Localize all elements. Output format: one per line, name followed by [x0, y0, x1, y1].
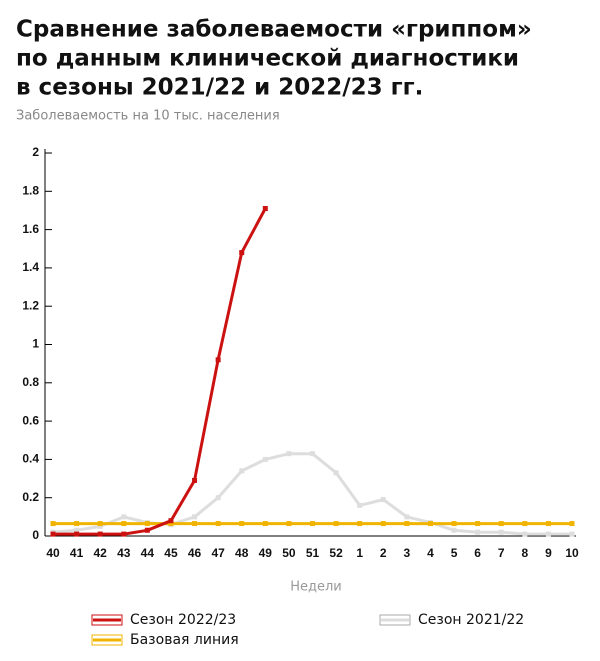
point-marker [215, 521, 221, 527]
point-marker [569, 521, 575, 527]
point-marker [333, 521, 339, 527]
x-tick-label: 48 [235, 546, 249, 560]
point-marker [121, 531, 127, 537]
point-marker [404, 521, 410, 527]
x-axis-label: Недели [290, 580, 342, 595]
x-tick-label: 10 [565, 546, 579, 560]
x-tick-label: 40 [46, 546, 60, 560]
chart-title: по данным клинической диагностики [16, 46, 519, 72]
point-marker [50, 521, 56, 527]
point-marker [121, 521, 127, 527]
x-tick-label: 5 [451, 546, 458, 560]
y-tick-label: 1 [32, 337, 39, 351]
point-marker [498, 521, 504, 527]
y-tick-label: 0.8 [22, 375, 39, 389]
point-marker [357, 502, 363, 508]
point-marker [427, 521, 433, 527]
point-marker [475, 529, 481, 535]
x-tick-label: 51 [306, 546, 320, 560]
x-tick-label: 8 [521, 546, 528, 560]
x-tick-label: 9 [545, 546, 552, 560]
y-tick-label: 1.6 [22, 222, 39, 236]
point-marker [522, 521, 528, 527]
point-marker [192, 514, 198, 520]
y-tick-label: 2 [32, 145, 39, 159]
x-tick-label: 45 [164, 546, 178, 560]
point-marker [97, 521, 103, 527]
x-tick-label: 1 [356, 546, 363, 560]
x-tick-label: 7 [498, 546, 505, 560]
chart-title: Сравнение заболеваемости «гриппом» [16, 17, 532, 43]
point-marker [168, 518, 174, 524]
legend-label: Сезон 2022/23 [130, 612, 236, 628]
point-marker [192, 521, 198, 527]
point-marker [215, 495, 221, 501]
point-marker [451, 527, 457, 533]
x-tick-label: 6 [474, 546, 481, 560]
x-tick-label: 52 [329, 546, 343, 560]
y-tick-label: 0 [32, 528, 39, 542]
point-marker [569, 531, 575, 537]
chart-title: в сезоны 2021/22 и 2022/23 гг. [16, 75, 423, 101]
y-tick-label: 0.6 [22, 413, 39, 427]
point-marker [286, 521, 292, 527]
x-tick-label: 3 [404, 546, 411, 560]
point-marker [144, 521, 150, 527]
point-marker [404, 514, 410, 520]
point-marker [333, 470, 339, 476]
point-marker [74, 527, 80, 533]
x-tick-label: 4 [427, 546, 434, 560]
point-marker [74, 531, 80, 537]
point-marker [121, 514, 127, 520]
point-marker [239, 521, 245, 527]
x-tick-label: 50 [282, 546, 296, 560]
point-marker [545, 531, 551, 537]
x-tick-label: 47 [211, 546, 225, 560]
x-tick-label: 49 [259, 546, 273, 560]
x-tick-label: 41 [70, 546, 84, 560]
point-marker [262, 521, 268, 527]
point-marker [168, 521, 174, 527]
point-marker [310, 451, 315, 457]
point-marker [239, 250, 245, 256]
point-marker [522, 531, 528, 537]
legend-label: Сезон 2021/22 [418, 612, 524, 628]
y-tick-label: 0.2 [22, 490, 39, 504]
chart-subtitle: Заболеваемость на 10 тыс. населения [16, 109, 280, 124]
point-marker [498, 529, 504, 535]
point-marker [97, 531, 103, 537]
point-marker [262, 206, 268, 212]
point-marker [144, 527, 150, 533]
y-tick-label: 1.8 [22, 183, 39, 197]
point-marker [262, 456, 268, 462]
point-marker [380, 497, 386, 503]
point-marker [475, 521, 481, 527]
series-line [53, 207, 267, 536]
x-tick-label: 42 [94, 546, 108, 560]
point-marker [286, 451, 292, 457]
x-tick-label: 46 [188, 546, 202, 560]
point-marker [192, 477, 198, 483]
point-marker [380, 521, 386, 527]
point-marker [545, 521, 551, 527]
point-marker [97, 523, 103, 529]
point-marker [310, 521, 315, 527]
point-marker [215, 357, 221, 363]
point-marker [74, 521, 80, 527]
legend-label: Базовая линия [130, 632, 239, 648]
y-tick-label: 1.4 [22, 260, 39, 274]
y-tick-label: 0.4 [22, 452, 39, 466]
x-tick-label: 43 [117, 546, 131, 560]
point-marker [357, 521, 363, 527]
point-marker [239, 468, 245, 474]
x-tick-label: 2 [380, 546, 387, 560]
point-marker [50, 531, 56, 537]
point-marker [451, 521, 457, 527]
y-tick-label: 1.2 [22, 298, 39, 312]
x-tick-label: 44 [141, 546, 155, 560]
